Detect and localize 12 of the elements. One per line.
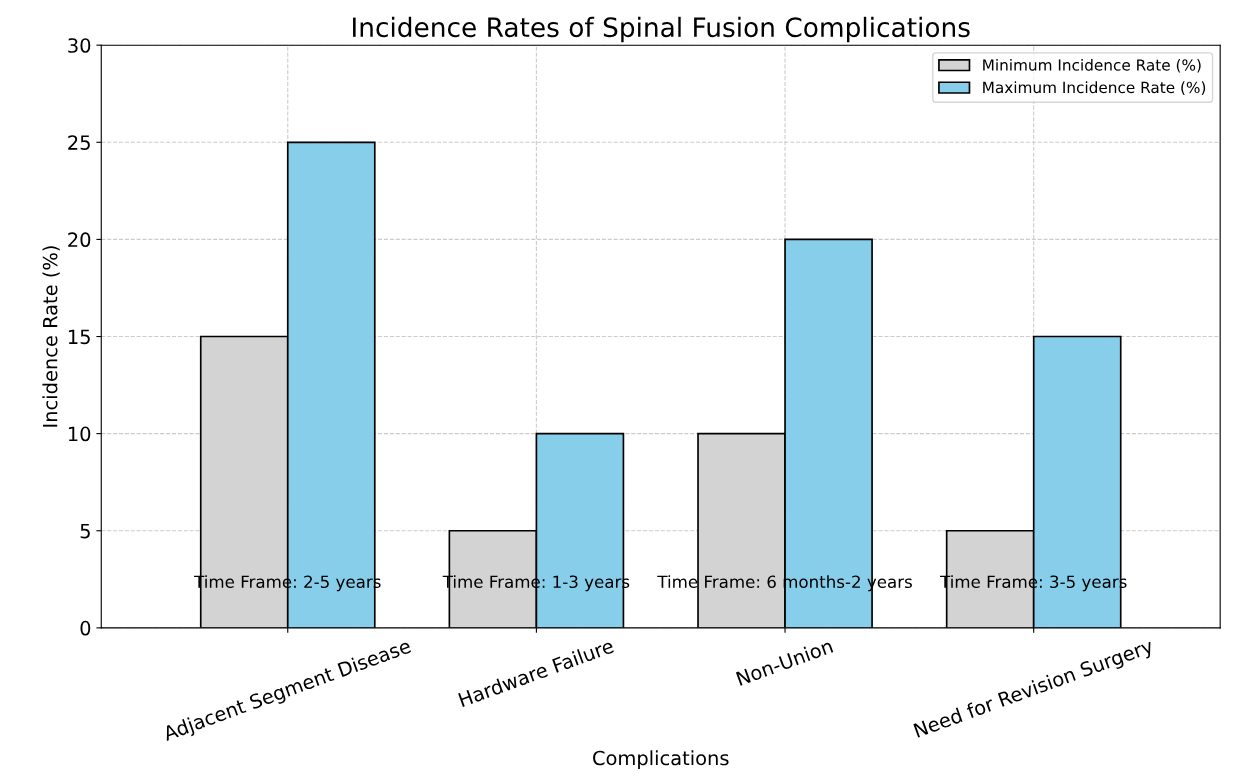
y-tick-label: 30 <box>68 38 91 53</box>
y-tick-label: 10 <box>68 426 91 442</box>
y-tick-label: 15 <box>68 329 90 345</box>
chart-title: Incidence Rates of Spinal Fusion Complications <box>353 16 970 43</box>
legend-label: Maximum Incidence Rate (%) <box>983 81 1206 95</box>
y-axis-title: Incidence Rate (%) <box>42 246 60 427</box>
x-axis-title: Complications <box>593 750 729 770</box>
y-tick-label: 25 <box>68 135 90 150</box>
y-tick-label: 5 <box>80 523 90 539</box>
y-tick-label: 20 <box>68 232 91 248</box>
legend-label: Minimum Incidence Rate (%) <box>983 58 1201 73</box>
y-tick-label: 0 <box>80 620 91 636</box>
